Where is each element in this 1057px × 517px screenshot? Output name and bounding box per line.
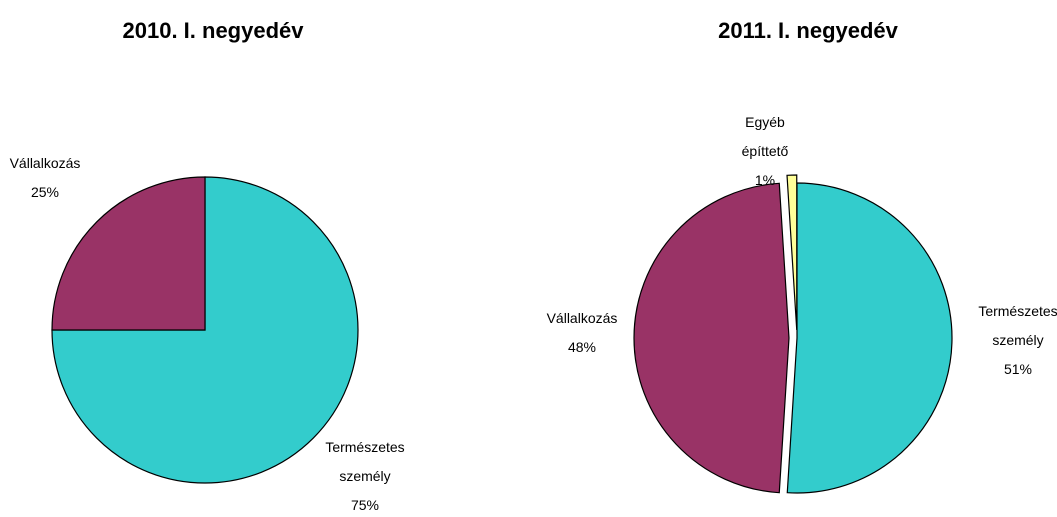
- chart-title: 2011. I. negyedév: [718, 18, 899, 43]
- slice-label: Természetes személy: [978, 303, 1057, 348]
- slice-value-label: 51%: [1004, 361, 1032, 377]
- pie-slice: [51, 176, 359, 484]
- slice-label: Természetes személy: [325, 439, 404, 484]
- slice-label: Vállalkozás: [10, 155, 81, 171]
- slice-value-label: 48%: [568, 339, 596, 355]
- pie-slice: [786, 182, 953, 494]
- pie-slice: [633, 182, 790, 494]
- slice-label: Egyéb építtető: [742, 114, 789, 159]
- slice-value-label: 75%: [351, 497, 379, 513]
- pie-slice: [786, 174, 798, 331]
- slice-value-label: 25%: [31, 184, 59, 200]
- slice-label: Vállalkozás: [547, 310, 618, 326]
- chart-title: 2010. I. negyedév: [123, 18, 305, 43]
- pie-slice: [51, 176, 206, 331]
- slice-value-label: 1%: [755, 172, 775, 188]
